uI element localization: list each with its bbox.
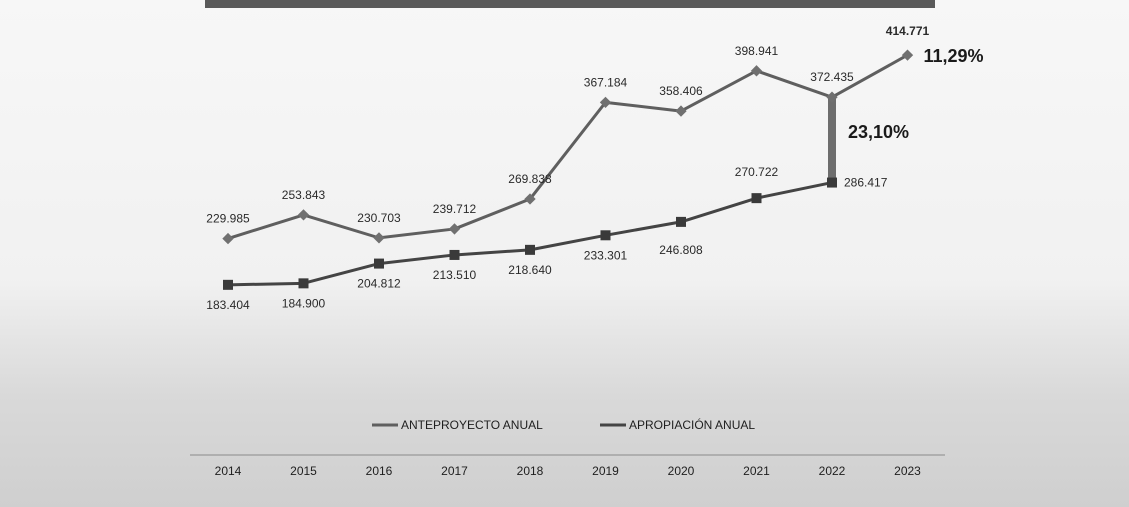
series-lines	[227, 53, 909, 287]
data-labels: 229.985 253.843 230.703 239.712 269.838 367.1…	[206, 24, 929, 312]
marker-anteproyecto-2016	[373, 232, 385, 244]
x-tick-2016: 2016	[366, 464, 393, 478]
x-tick-2021: 2021	[743, 464, 770, 478]
data-label-anteproyecto-2019: 367.184	[584, 75, 628, 89]
data-label-apropiacion-2016: 204.812	[357, 277, 401, 291]
marker-anteproyecto-2021	[750, 65, 763, 77]
marker-apropiacion-2016	[374, 258, 384, 269]
x-tick-2023: 2023	[894, 464, 921, 478]
x-tick-2019: 2019	[592, 464, 619, 478]
x-tick-2017: 2017	[441, 464, 468, 478]
annotations: 11,29% 23,10%	[848, 46, 984, 142]
data-label-apropiacion-2021: 270.722	[735, 165, 779, 179]
gap-bar-2022	[828, 97, 836, 183]
data-label-anteproyecto-2017: 239.712	[433, 202, 477, 216]
marker-apropiacion-2017	[449, 249, 460, 260]
marker-apropiacion-2022	[827, 177, 837, 188]
title-rule	[205, 0, 935, 8]
data-label-apropiacion-2020: 246.808	[659, 243, 703, 257]
marker-apropiacion-2018	[525, 244, 535, 255]
annotation-gap-2022: 23,10%	[848, 122, 909, 142]
data-label-anteproyecto-2014: 229.985	[206, 212, 250, 226]
x-tick-2018: 2018	[517, 464, 544, 478]
marker-apropiacion-2020	[676, 216, 686, 227]
marker-anteproyecto-2015	[297, 209, 310, 221]
data-label-anteproyecto-2022: 372.435	[810, 70, 854, 84]
series-markers	[222, 49, 914, 290]
data-label-anteproyecto-2018: 269.838	[508, 172, 552, 186]
x-tick-2020: 2020	[668, 464, 695, 478]
marker-anteproyecto-2020	[675, 105, 687, 117]
marker-apropiacion-2021	[751, 193, 762, 204]
x-axis-ticks: 2014 2015 2016 2017 2018 2019 2020 2021 2022 2023	[215, 464, 922, 478]
data-label-apropiacion-2019: 233.301	[584, 248, 628, 262]
legend-label-anteproyecto: ANTEPROYECTO ANUAL	[401, 418, 543, 432]
marker-apropiacion-2019	[600, 230, 611, 241]
data-label-anteproyecto-2020: 358.406	[659, 84, 703, 98]
legend-label-apropiacion: APROPIACIÓN ANUAL	[629, 417, 755, 432]
series-line-anteproyecto	[227, 53, 909, 241]
marker-apropiacion-2014	[223, 279, 233, 290]
marker-anteproyecto-2014	[222, 232, 234, 245]
x-tick-2022: 2022	[819, 464, 846, 478]
marker-anteproyecto-2023	[901, 49, 914, 61]
data-label-anteproyecto-2021: 398.941	[735, 44, 779, 58]
data-label-anteproyecto-2016: 230.703	[357, 211, 401, 225]
marker-anteproyecto-2017	[448, 223, 461, 235]
legend: ANTEPROYECTO ANUAL APROPIACIÓN ANUAL	[372, 417, 755, 432]
marker-anteproyecto-2018	[524, 193, 536, 205]
data-label-apropiacion-2017: 213.510	[433, 268, 477, 282]
data-label-apropiacion-2022: 286.417	[844, 176, 888, 190]
data-label-apropiacion-2018: 218.640	[508, 263, 552, 277]
difference-band	[828, 97, 836, 183]
data-label-anteproyecto-2015: 253.843	[282, 188, 326, 202]
data-label-anteproyecto-2023: 414.771	[886, 24, 930, 38]
data-label-apropiacion-2015: 184.900	[282, 296, 326, 310]
x-tick-2015: 2015	[290, 464, 317, 478]
marker-apropiacion-2015	[298, 278, 309, 289]
x-tick-2014: 2014	[215, 464, 242, 478]
annotation-growth-2023: 11,29%	[924, 46, 984, 66]
data-label-apropiacion-2014: 183.404	[206, 298, 250, 312]
